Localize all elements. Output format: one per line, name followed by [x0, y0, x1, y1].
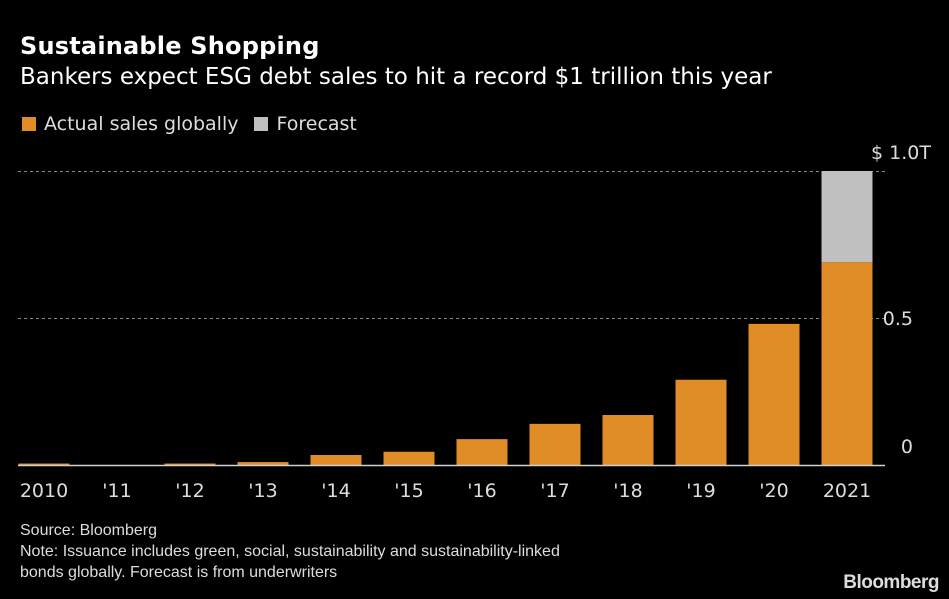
legend: Actual sales globally Forecast: [22, 113, 373, 135]
x-tick-label: '15: [394, 480, 423, 502]
x-tick-label: 2021: [823, 480, 871, 502]
legend-swatch-actual: [22, 117, 36, 131]
bar-actual: [383, 451, 435, 465]
x-tick-label: '20: [759, 480, 788, 502]
chart-subtitle: Bankers expect ESG debt sales to hit a r…: [20, 64, 772, 90]
y-tick-label: 0.5: [883, 308, 913, 330]
bar-actual: [529, 423, 581, 465]
x-tick-label: '16: [467, 480, 496, 502]
x-tick-label: '18: [613, 480, 642, 502]
legend-label-forecast: Forecast: [276, 113, 357, 135]
note-line-2: bonds globally. Forecast is from underwr…: [20, 564, 338, 581]
bar-actual: [18, 463, 70, 466]
x-tick-label: 2010: [20, 480, 68, 502]
bar-forecast: [821, 171, 873, 263]
legend-swatch-forecast: [254, 117, 269, 131]
note-line-1: Note: Issuance includes green, social, s…: [20, 543, 560, 560]
bars: [18, 171, 873, 466]
y-tick-label: 0: [901, 436, 913, 458]
bar-actual: [237, 462, 289, 465]
x-tick-label: '19: [686, 480, 715, 502]
bar-actual: [748, 323, 800, 465]
x-tick-label: '12: [175, 480, 204, 502]
gridlines: [18, 171, 885, 319]
chart-title: Sustainable Shopping: [20, 32, 320, 60]
legend-item-actual: Actual sales globally: [22, 113, 238, 135]
x-tick-labels: 2010 '11 '12 '13 '14 '15 '16 '17 '18 '19 '20 2021: [20, 480, 871, 502]
y-tick-labels: 0 0.5 $ 1.0T: [871, 142, 931, 458]
bar-actual: [602, 415, 654, 465]
bloomberg-logo: Bloomberg: [843, 572, 939, 593]
bar-actual: [821, 262, 873, 465]
legend-label-actual: Actual sales globally: [44, 113, 239, 135]
bar-actual: [675, 379, 727, 465]
source-note: Source: Bloomberg: [20, 522, 157, 539]
y-tick-label: $ 1.0T: [871, 142, 931, 164]
bar-actual: [310, 455, 362, 465]
bar-actual: [456, 439, 508, 465]
x-tick-label: '11: [102, 480, 131, 502]
footer: Source: Bloomberg Note: Issuance include…: [20, 520, 560, 583]
x-tick-label: '17: [540, 480, 569, 502]
bar-actual: [164, 463, 216, 466]
x-tick-label: '14: [321, 480, 350, 502]
x-tick-label: '13: [248, 480, 277, 502]
legend-item-forecast: Forecast: [254, 113, 357, 135]
